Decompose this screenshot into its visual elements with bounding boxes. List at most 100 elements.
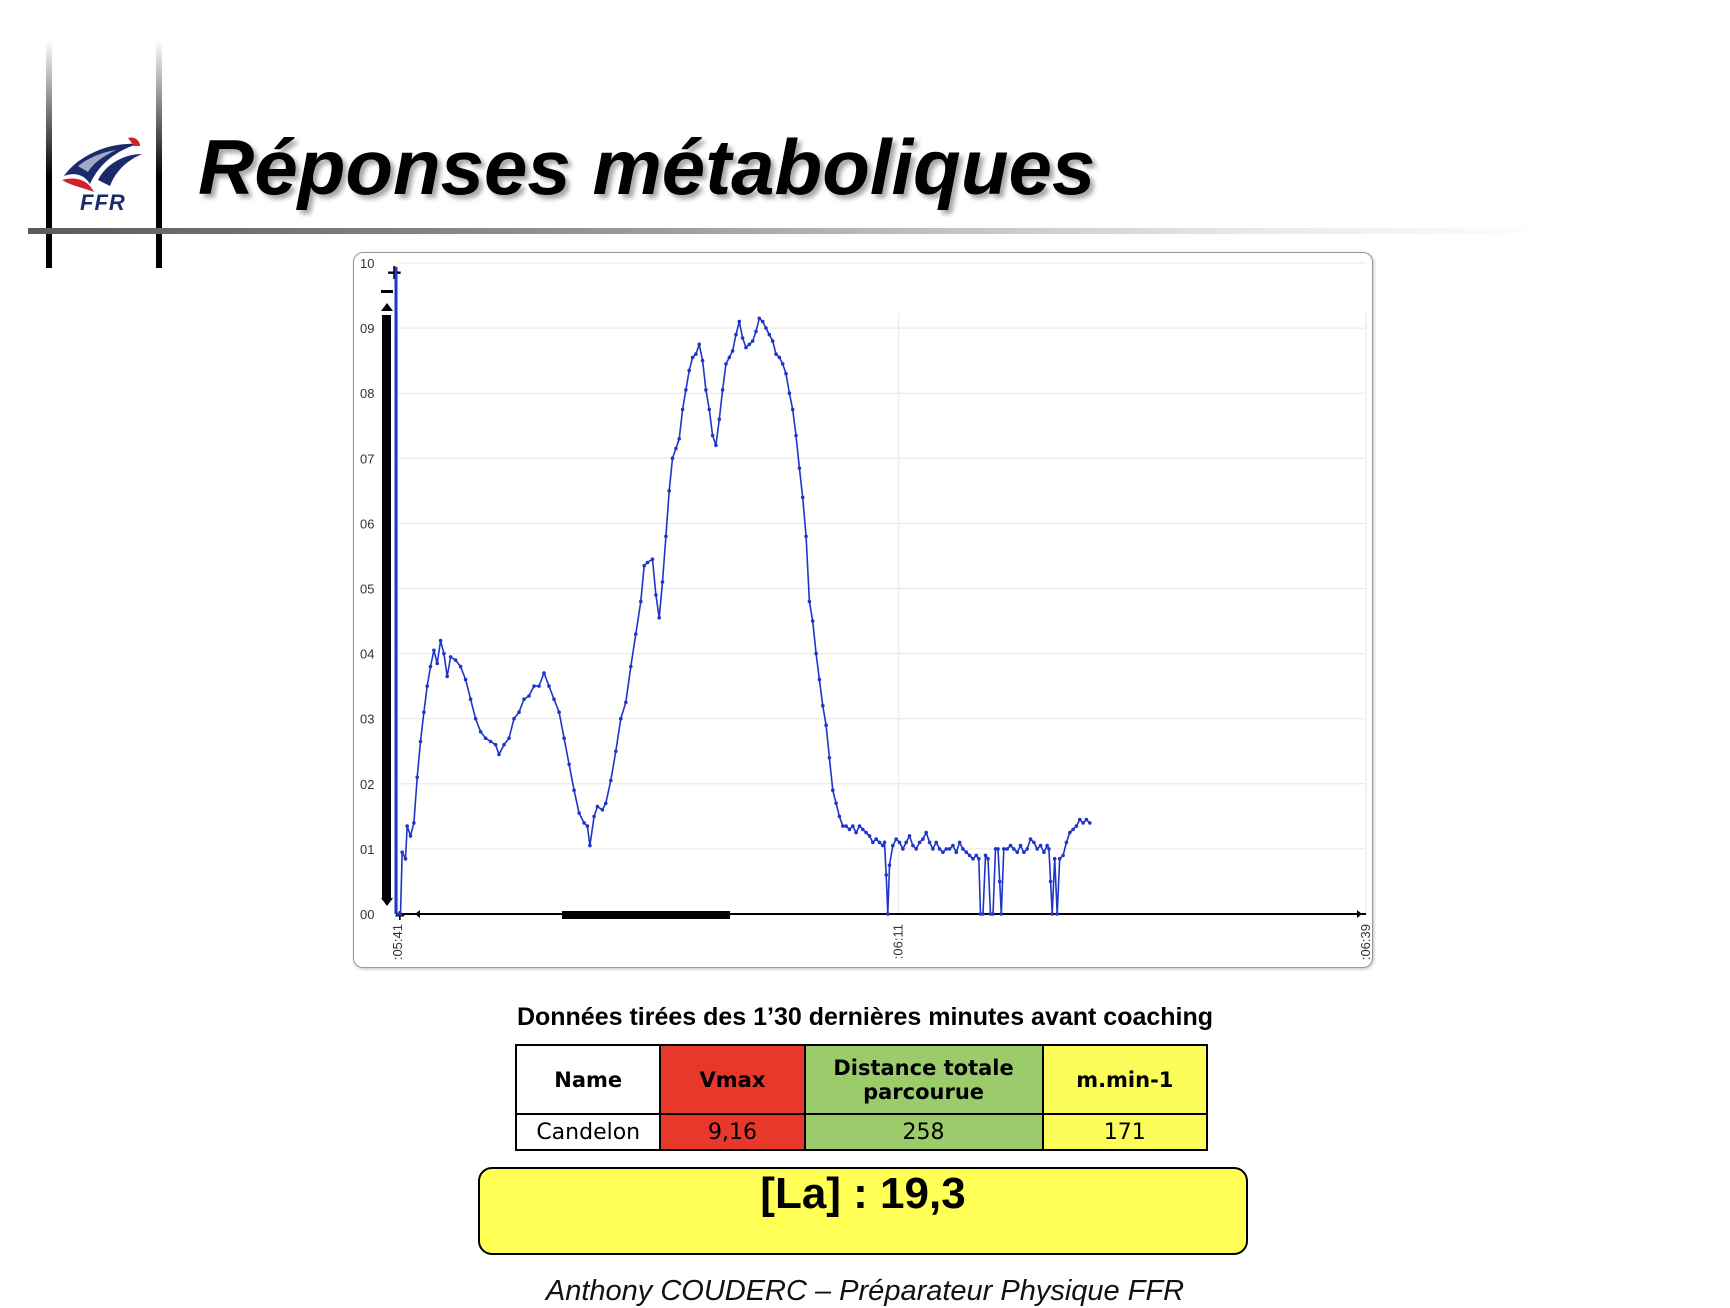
data-point (542, 671, 546, 675)
data-point (1057, 856, 1062, 861)
data-point (954, 850, 959, 854)
data-point (1048, 879, 1053, 884)
data-point (422, 710, 426, 714)
data-point (400, 850, 404, 854)
data-point (412, 821, 416, 825)
data-point (967, 853, 972, 858)
scroll-up-icon[interactable] (381, 303, 393, 311)
zoom-out-icon[interactable] (381, 290, 393, 293)
data-point (674, 446, 678, 451)
data-point (790, 407, 795, 412)
data-point (901, 847, 905, 851)
data-point (428, 664, 433, 669)
header-distance: Distance totale parcourue (803, 1044, 1044, 1115)
data-point (770, 339, 775, 343)
data-point (680, 407, 685, 412)
data-point (425, 684, 429, 688)
data-point (483, 736, 488, 740)
vertical-scroll-thumb[interactable] (382, 315, 391, 900)
data-point (730, 349, 735, 353)
footer-credit: Anthony COUDERC – Préparateur Physique F… (545, 1275, 1185, 1307)
data-point (907, 834, 912, 838)
data-point (931, 847, 935, 851)
data-point (861, 827, 865, 832)
stats-table: Name Vmax Distance totale parcourue m.mi… (514, 1044, 1209, 1151)
data-point (874, 837, 878, 841)
data-point (714, 443, 718, 448)
data-point (740, 336, 745, 340)
data-point (764, 326, 768, 330)
scroll-down-icon[interactable] (381, 898, 393, 906)
zoom-in-icon[interactable]: + (386, 260, 403, 284)
data-point (986, 856, 990, 861)
data-point (777, 355, 782, 360)
page-title: Réponses métaboliques (198, 123, 1096, 211)
data-point (562, 736, 566, 740)
data-point (924, 830, 928, 835)
data-point (767, 332, 772, 337)
data-point (897, 840, 902, 845)
line-chart: 00 01 02 03 04 05 06 07 08 09 10 :05:41:06:11:06:3… (360, 256, 1372, 960)
data-point (585, 824, 590, 828)
data-point (1088, 821, 1092, 825)
data-point (1074, 824, 1079, 828)
data-point (396, 912, 400, 916)
data-point (977, 856, 981, 861)
table-row: Candelon 9,16 258 171 (514, 1113, 1209, 1151)
data-point (864, 830, 868, 835)
y-tick-label: 02 (360, 777, 374, 792)
data-point (1081, 821, 1085, 825)
data-point (754, 329, 758, 334)
data-point (760, 319, 765, 324)
data-point (707, 407, 712, 412)
lactate-result-box: [La] : 19,3 (478, 1167, 1248, 1255)
data-point (978, 912, 983, 916)
data-point (488, 739, 493, 744)
data-point (757, 316, 762, 321)
cell-mmin: 171 (1041, 1113, 1209, 1151)
data-point (595, 804, 600, 809)
y-tick-label: 06 (360, 516, 374, 531)
y-tick-label: 08 (360, 386, 374, 401)
table-header-row: Name Vmax Distance totale parcourue m.mi… (514, 1044, 1209, 1115)
data-point (991, 912, 995, 916)
zoom-in-x-icon[interactable]: + (394, 908, 406, 924)
data-point (1018, 843, 1023, 848)
data-point (744, 345, 748, 350)
data-point (814, 651, 818, 656)
data-point (527, 694, 531, 698)
data-point (1032, 840, 1036, 845)
data-point (961, 847, 965, 851)
data-point (784, 371, 788, 376)
data-point (974, 853, 979, 858)
data-point (737, 319, 742, 324)
data-point (1002, 847, 1006, 851)
data-point (834, 801, 838, 806)
data-point (964, 850, 969, 854)
cell-vmax: 9,16 (659, 1113, 806, 1151)
data-point (794, 433, 798, 438)
y-tick-label: 10 (360, 256, 374, 271)
data-point (592, 814, 596, 819)
y-tick-label: 07 (360, 451, 374, 466)
data-point (445, 674, 449, 679)
data-point (670, 456, 675, 461)
frame-line-vertical-left (46, 40, 52, 268)
data-point (468, 697, 473, 701)
data-point (1047, 847, 1051, 851)
data-point (780, 362, 785, 366)
data-point (512, 716, 516, 721)
data-point (588, 843, 592, 848)
data-point (1071, 827, 1075, 832)
data-point (804, 534, 808, 539)
header-mmin: m.min-1 (1041, 1044, 1209, 1115)
data-point (747, 342, 752, 347)
data-point (619, 716, 623, 721)
data-point (1055, 912, 1059, 916)
y-tick-label: 03 (360, 712, 374, 727)
data-point (877, 840, 882, 845)
data-point (857, 824, 862, 828)
data-point (453, 658, 458, 662)
data-point (914, 847, 918, 851)
data-point (473, 716, 478, 721)
